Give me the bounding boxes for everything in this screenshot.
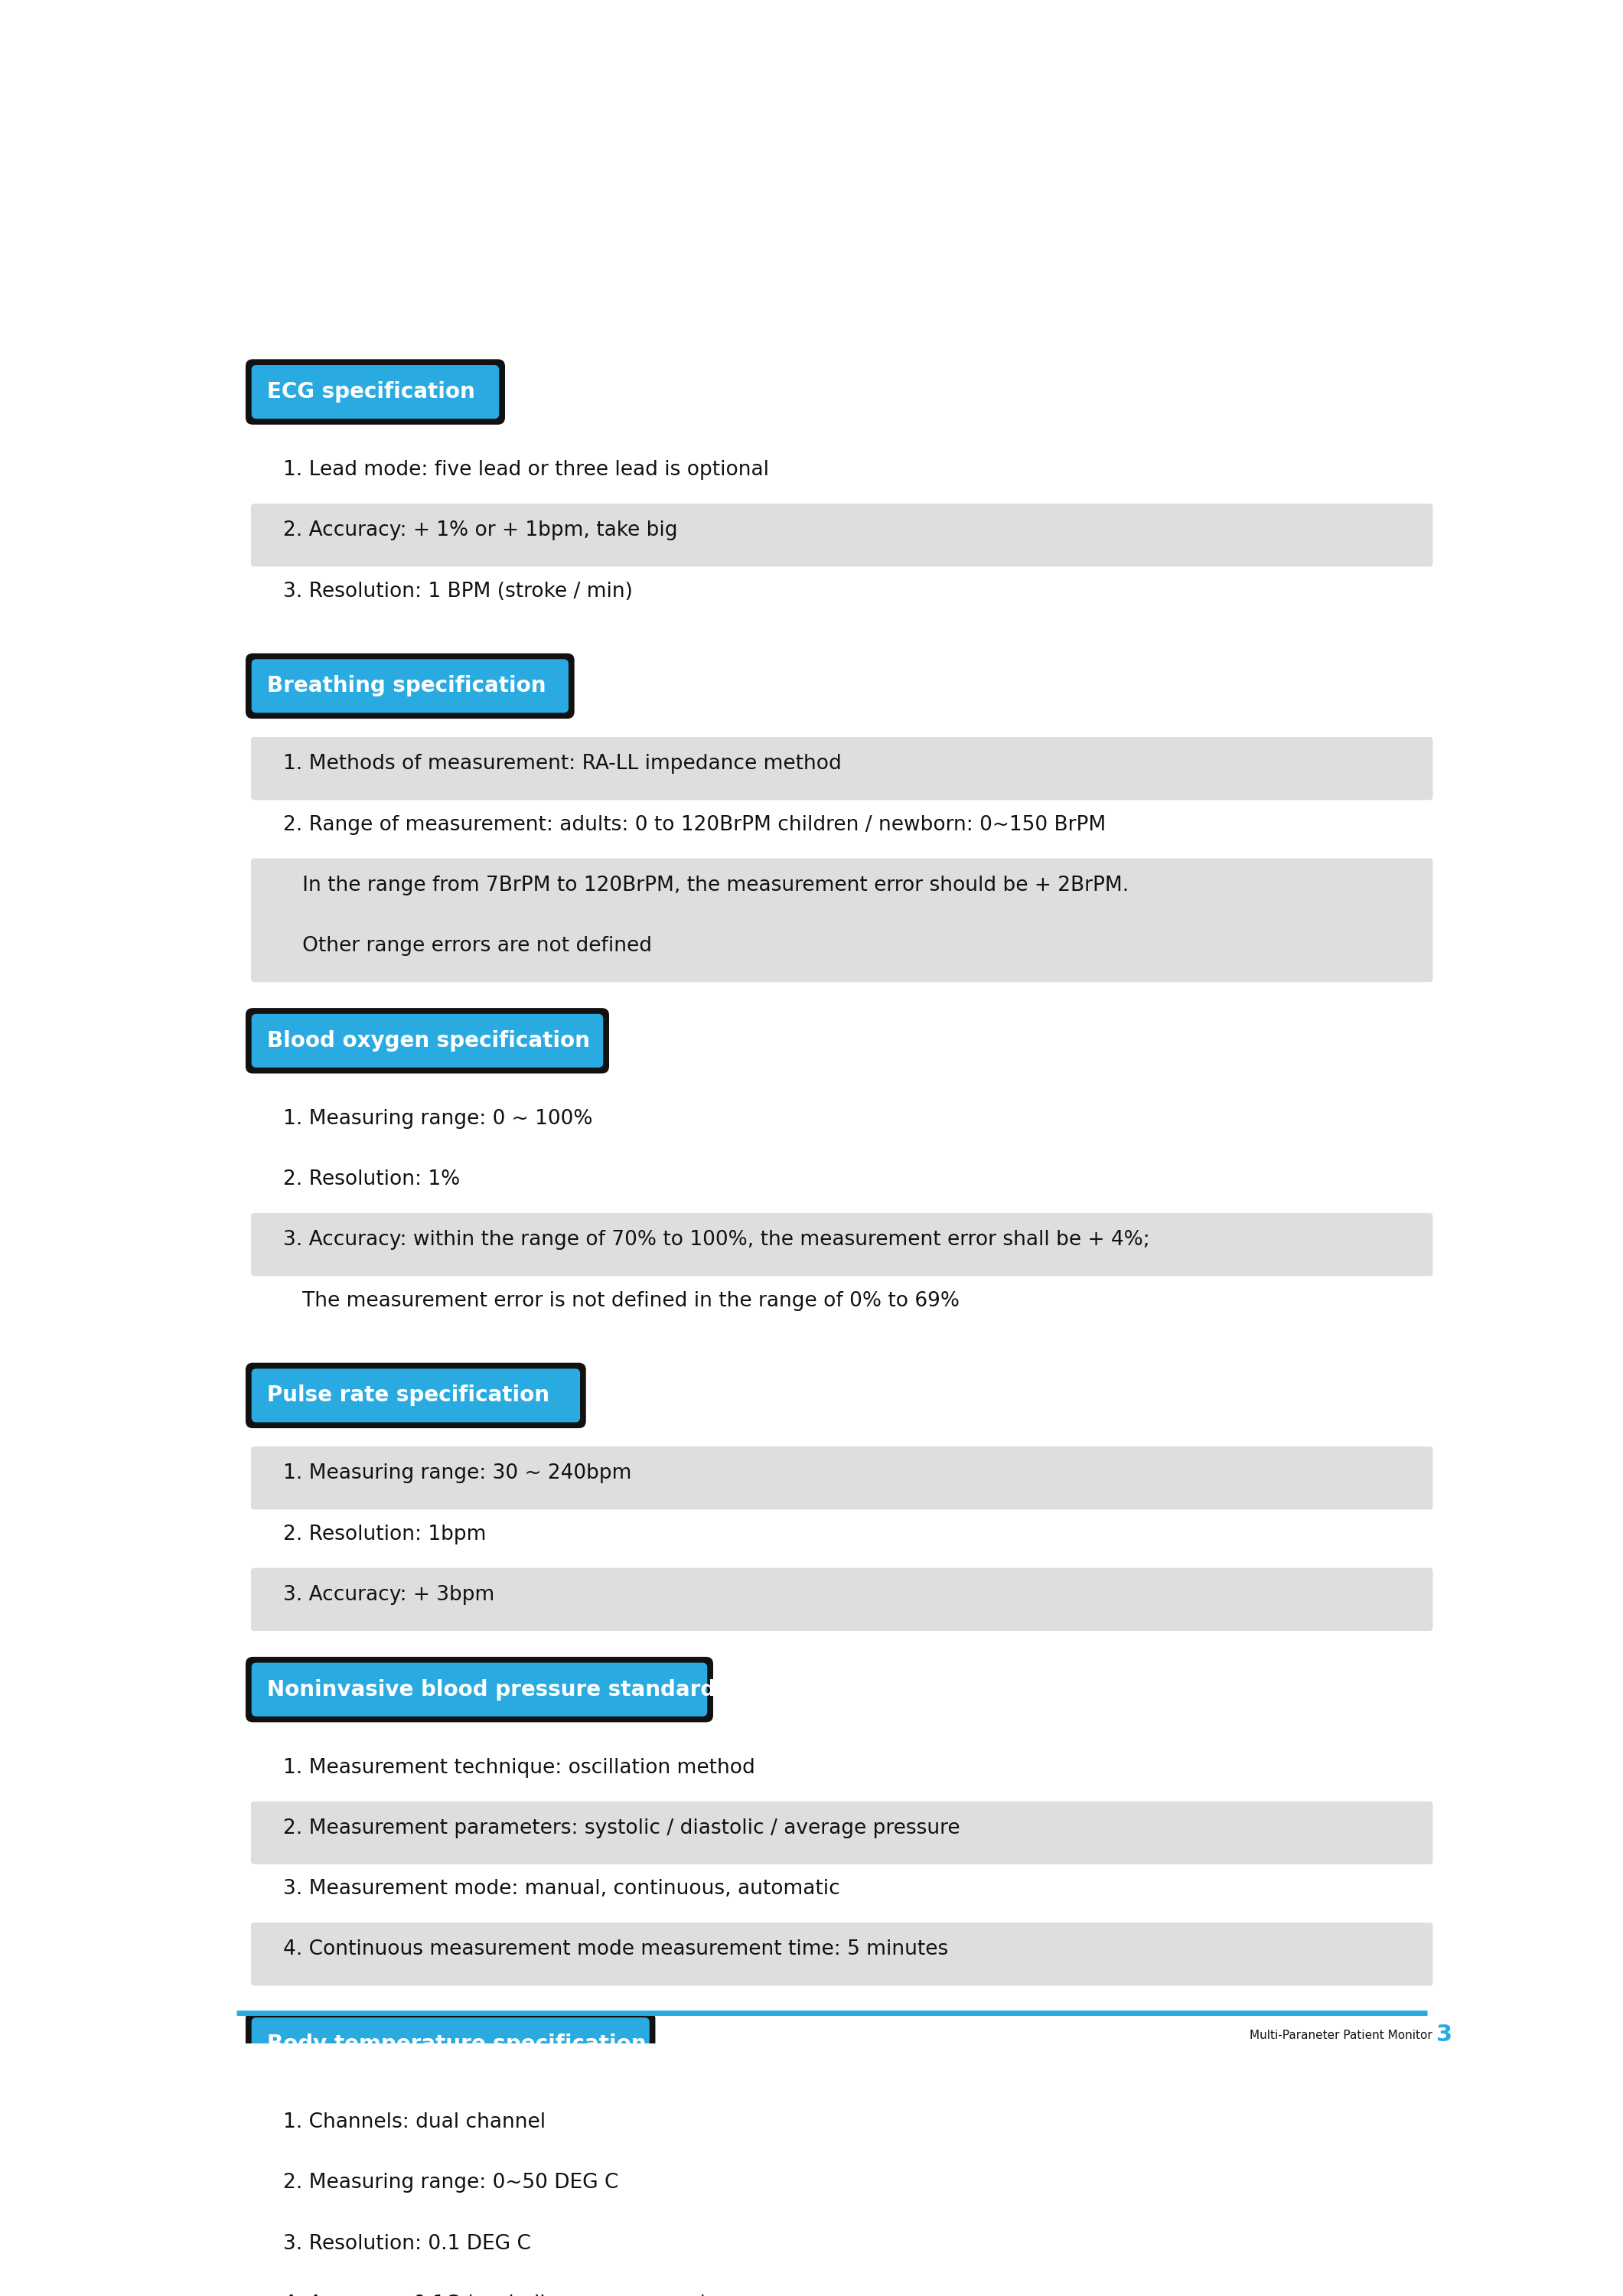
FancyBboxPatch shape bbox=[252, 1212, 1433, 1277]
FancyBboxPatch shape bbox=[245, 2011, 656, 2078]
FancyBboxPatch shape bbox=[252, 659, 568, 712]
Text: 2. Measuring range: 0~50 DEG C: 2. Measuring range: 0~50 DEG C bbox=[282, 2172, 618, 2193]
Text: 3. Accuracy: within the range of 70% to 100%, the measurement error shall be + 4: 3. Accuracy: within the range of 70% to … bbox=[282, 1231, 1149, 1249]
FancyBboxPatch shape bbox=[252, 1015, 604, 1068]
Text: Noninvasive blood pressure standard: Noninvasive blood pressure standard bbox=[266, 1678, 716, 1701]
FancyBboxPatch shape bbox=[252, 1368, 579, 1421]
Text: 2. Resolution: 1%: 2. Resolution: 1% bbox=[282, 1169, 459, 1189]
FancyBboxPatch shape bbox=[252, 365, 500, 418]
Text: 3. Resolution: 0.1 DEG C: 3. Resolution: 0.1 DEG C bbox=[282, 2234, 531, 2255]
FancyBboxPatch shape bbox=[252, 1568, 1433, 1630]
FancyBboxPatch shape bbox=[252, 1802, 1433, 1864]
Text: 3. Resolution: 1 BPM (stroke / min): 3. Resolution: 1 BPM (stroke / min) bbox=[282, 581, 633, 602]
Text: Breathing specification: Breathing specification bbox=[266, 675, 545, 696]
Text: 2. Accuracy: + 1% or + 1bpm, take big: 2. Accuracy: + 1% or + 1bpm, take big bbox=[282, 521, 677, 540]
Text: 1. Measuring range: 30 ~ 240bpm: 1. Measuring range: 30 ~ 240bpm bbox=[282, 1463, 631, 1483]
Text: The measurement error is not defined in the range of 0% to 69%: The measurement error is not defined in … bbox=[282, 1290, 959, 1311]
Text: 3: 3 bbox=[1436, 2023, 1453, 2046]
FancyBboxPatch shape bbox=[245, 1008, 609, 1075]
Text: 1. Methods of measurement: RA-LL impedance method: 1. Methods of measurement: RA-LL impedan… bbox=[282, 753, 841, 774]
FancyBboxPatch shape bbox=[245, 1364, 586, 1428]
Text: 1. Lead mode: five lead or three lead is optional: 1. Lead mode: five lead or three lead is… bbox=[282, 459, 769, 480]
FancyBboxPatch shape bbox=[252, 859, 1433, 983]
FancyBboxPatch shape bbox=[252, 2096, 1433, 2158]
Text: 2. Resolution: 1bpm: 2. Resolution: 1bpm bbox=[282, 1525, 485, 1545]
FancyBboxPatch shape bbox=[245, 358, 505, 425]
FancyBboxPatch shape bbox=[252, 1922, 1433, 1986]
Text: ECG specification: ECG specification bbox=[266, 381, 476, 402]
FancyBboxPatch shape bbox=[252, 503, 1433, 567]
FancyBboxPatch shape bbox=[245, 1658, 712, 1722]
Text: 4. Continuous measurement mode measurement time: 5 minutes: 4. Continuous measurement mode measureme… bbox=[282, 1940, 948, 1958]
Text: Body temperature specification: Body temperature specification bbox=[266, 2034, 646, 2055]
FancyBboxPatch shape bbox=[252, 2216, 1433, 2280]
Text: 2. Measurement parameters: systolic / diastolic / average pressure: 2. Measurement parameters: systolic / di… bbox=[282, 1818, 959, 1839]
Text: 1. Measurement technique: oscillation method: 1. Measurement technique: oscillation me… bbox=[282, 1759, 755, 1777]
Text: 3. Measurement mode: manual, continuous, automatic: 3. Measurement mode: manual, continuous,… bbox=[282, 1878, 839, 1899]
Text: Blood oxygen specification: Blood oxygen specification bbox=[266, 1031, 589, 1052]
Text: In the range from 7BrPM to 120BrPM, the measurement error should be + 2BrPM.: In the range from 7BrPM to 120BrPM, the … bbox=[282, 875, 1128, 895]
Text: 1. Channels: dual channel: 1. Channels: dual channel bbox=[282, 2112, 545, 2133]
Text: 3. Accuracy: + 3bpm: 3. Accuracy: + 3bpm bbox=[282, 1584, 495, 1605]
FancyBboxPatch shape bbox=[252, 2018, 649, 2071]
FancyBboxPatch shape bbox=[252, 1446, 1433, 1508]
Text: Pulse rate specification: Pulse rate specification bbox=[266, 1384, 549, 1405]
Text: Other range errors are not defined: Other range errors are not defined bbox=[282, 937, 652, 955]
Text: 1. Measuring range: 0 ~ 100%: 1. Measuring range: 0 ~ 100% bbox=[282, 1109, 592, 1130]
FancyBboxPatch shape bbox=[252, 737, 1433, 799]
Text: 2. Range of measurement: adults: 0 to 120BrPM children / newborn: 0~150 BrPM: 2. Range of measurement: adults: 0 to 12… bbox=[282, 815, 1105, 836]
FancyBboxPatch shape bbox=[245, 654, 575, 719]
Text: Multi-Paraneter Patient Monitor: Multi-Paraneter Patient Monitor bbox=[1250, 2030, 1433, 2041]
FancyBboxPatch shape bbox=[252, 1662, 708, 1717]
